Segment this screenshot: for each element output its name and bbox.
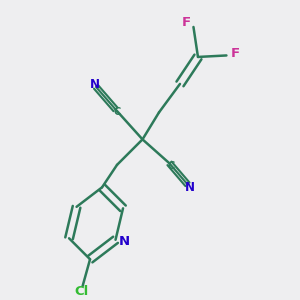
Text: C: C [113, 107, 121, 117]
Text: N: N [185, 181, 195, 194]
Text: F: F [182, 16, 190, 29]
Text: N: N [119, 235, 130, 248]
Text: F: F [231, 46, 240, 60]
Text: C: C [167, 161, 175, 171]
Text: N: N [89, 78, 100, 91]
Text: Cl: Cl [74, 285, 88, 298]
